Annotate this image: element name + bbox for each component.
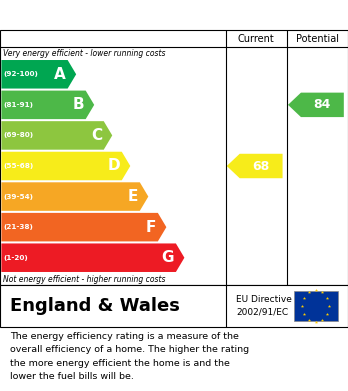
Polygon shape bbox=[1, 182, 148, 211]
Text: The energy efficiency rating is a measure of the
overall efficiency of a home. T: The energy efficiency rating is a measur… bbox=[10, 332, 250, 381]
Text: Very energy efficient - lower running costs: Very energy efficient - lower running co… bbox=[3, 48, 165, 57]
Text: England & Wales: England & Wales bbox=[10, 297, 180, 315]
Text: (55-68): (55-68) bbox=[3, 163, 34, 169]
Text: Current: Current bbox=[238, 34, 275, 43]
Text: B: B bbox=[72, 97, 84, 112]
Text: C: C bbox=[91, 128, 102, 143]
Text: E: E bbox=[128, 189, 138, 204]
Text: A: A bbox=[54, 67, 66, 82]
Polygon shape bbox=[1, 121, 112, 150]
Text: (69-80): (69-80) bbox=[3, 133, 34, 138]
Text: (39-54): (39-54) bbox=[3, 194, 33, 199]
Text: Potential: Potential bbox=[296, 34, 339, 43]
Polygon shape bbox=[1, 152, 130, 180]
Polygon shape bbox=[1, 60, 76, 88]
Text: 68: 68 bbox=[253, 160, 270, 172]
Text: 2002/91/EC: 2002/91/EC bbox=[236, 308, 288, 317]
Text: (92-100): (92-100) bbox=[3, 71, 38, 77]
Text: D: D bbox=[108, 158, 120, 174]
Text: (81-91): (81-91) bbox=[3, 102, 33, 108]
Text: (1-20): (1-20) bbox=[3, 255, 28, 261]
Polygon shape bbox=[227, 154, 283, 178]
Text: G: G bbox=[162, 250, 174, 265]
Polygon shape bbox=[1, 91, 94, 119]
Text: Not energy efficient - higher running costs: Not energy efficient - higher running co… bbox=[3, 274, 165, 283]
Text: (21-38): (21-38) bbox=[3, 224, 33, 230]
Text: F: F bbox=[146, 220, 156, 235]
Bar bbox=[294, 291, 338, 321]
Polygon shape bbox=[1, 213, 166, 241]
Polygon shape bbox=[288, 93, 344, 117]
Polygon shape bbox=[1, 244, 184, 272]
Text: EU Directive: EU Directive bbox=[236, 295, 292, 304]
Text: Energy Efficiency Rating: Energy Efficiency Rating bbox=[10, 6, 239, 24]
Text: 84: 84 bbox=[314, 99, 331, 111]
